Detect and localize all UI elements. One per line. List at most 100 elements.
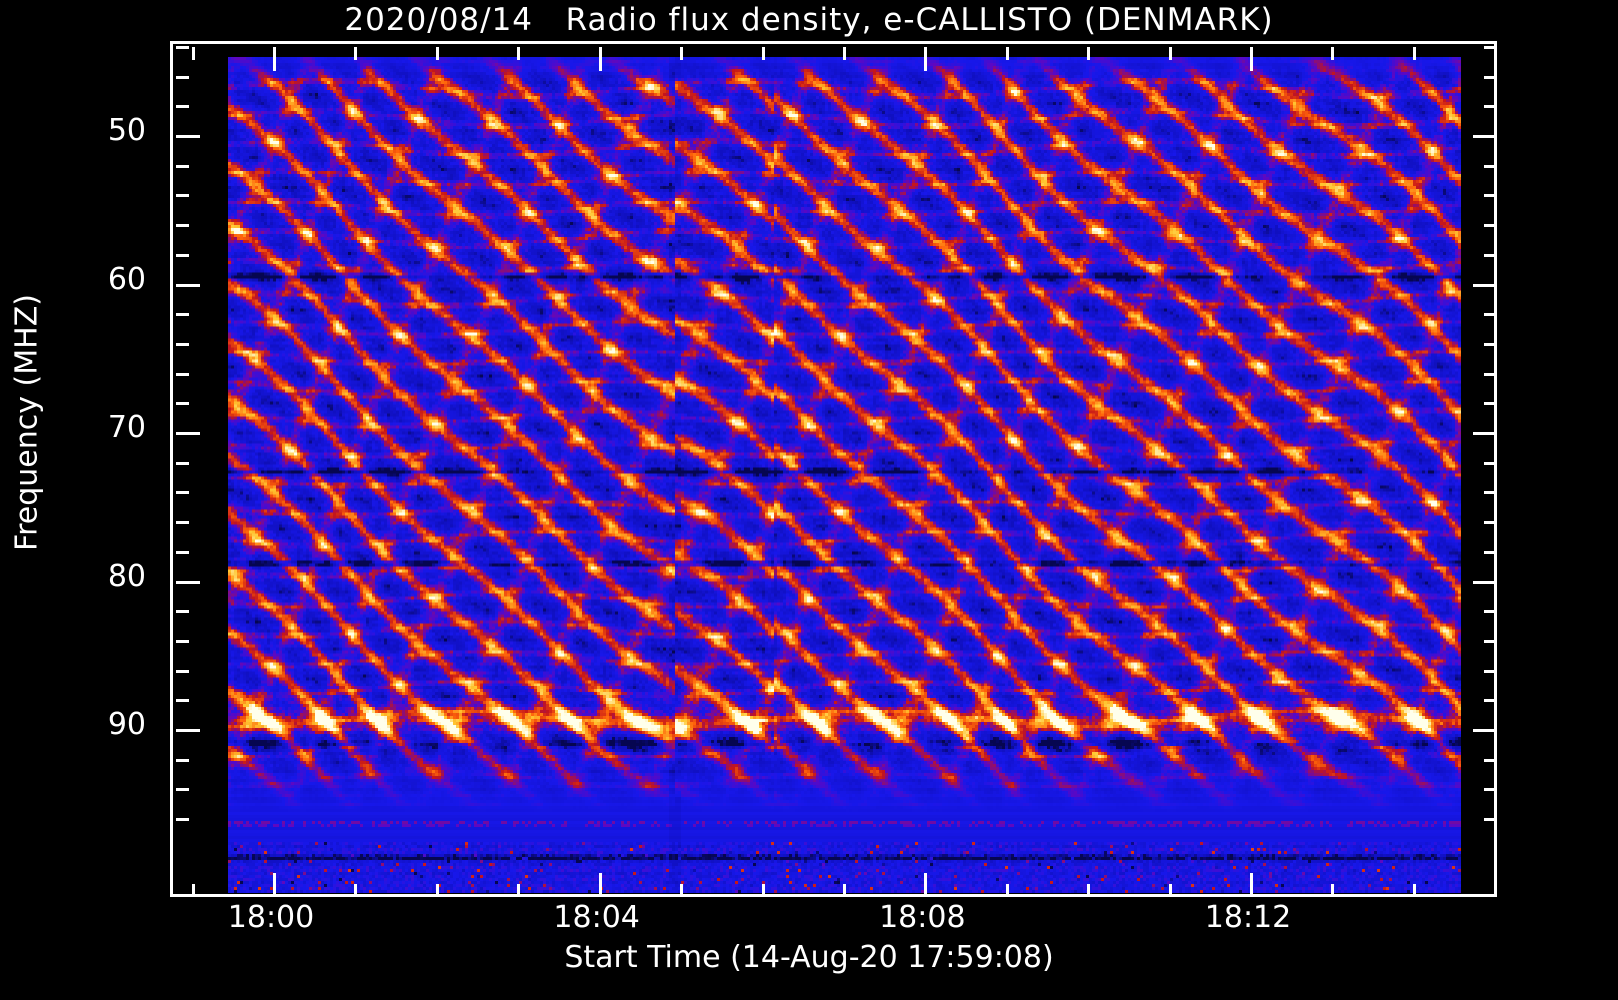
y-minor-tick-right — [1484, 759, 1494, 762]
plot-frame — [170, 41, 1497, 897]
y-minor-tick-right — [1484, 46, 1494, 49]
y-minor-tick — [176, 640, 189, 643]
y-minor-tick — [176, 105, 189, 108]
y-major-tick — [176, 581, 200, 584]
y-minor-tick-right — [1484, 254, 1494, 257]
y-major-tick-right — [1473, 729, 1494, 732]
x-minor-tick — [762, 884, 765, 894]
x-minor-tick-top — [517, 47, 520, 60]
y-minor-tick — [176, 699, 189, 702]
y-minor-tick — [176, 521, 189, 524]
y-minor-tick-right — [1484, 76, 1494, 79]
x-minor-tick — [354, 884, 357, 894]
x-minor-tick-top — [762, 47, 765, 60]
y-minor-tick-right — [1484, 462, 1494, 465]
x-minor-tick — [517, 884, 520, 894]
y-minor-tick — [176, 373, 189, 376]
x-minor-tick-top — [354, 47, 357, 60]
y-minor-tick — [176, 462, 189, 465]
y-axis-title: Frequency (MHZ) — [9, 294, 45, 551]
y-minor-tick — [176, 343, 189, 346]
y-minor-tick — [176, 818, 189, 821]
y-major-tick — [176, 284, 200, 287]
x-minor-tick-top — [192, 47, 195, 60]
x-tick-label: 18:08 — [879, 900, 966, 935]
y-major-tick-right — [1473, 581, 1494, 584]
y-minor-tick — [176, 194, 189, 197]
x-minor-tick-top — [1331, 47, 1334, 60]
y-minor-tick-right — [1484, 343, 1494, 346]
x-major-tick — [599, 873, 602, 894]
x-minor-tick — [192, 884, 195, 894]
x-axis-title: Start Time (14-Aug-20 17:59:08) — [564, 940, 1054, 975]
page-title: 2020/08/14 Radio flux density, e-CALLIST… — [344, 2, 1274, 38]
y-minor-tick-right — [1484, 699, 1494, 702]
y-tick-label: 80 — [107, 558, 146, 594]
y-tick-label: 70 — [107, 410, 146, 445]
y-minor-tick — [176, 46, 189, 49]
x-major-tick — [1250, 873, 1253, 894]
y-minor-tick-right — [1484, 224, 1494, 227]
x-minor-tick — [1331, 884, 1334, 894]
x-major-tick-top — [1250, 47, 1253, 71]
y-minor-tick-right — [1484, 551, 1494, 554]
x-major-tick-top — [273, 47, 276, 71]
y-major-tick — [176, 729, 200, 732]
x-minor-tick — [436, 884, 439, 894]
y-major-tick-right — [1473, 284, 1494, 287]
x-tick-label: 18:00 — [227, 900, 315, 935]
y-minor-tick — [176, 224, 189, 227]
x-minor-tick-top — [1006, 47, 1009, 60]
x-minor-tick — [1006, 884, 1009, 894]
x-minor-tick-top — [1087, 47, 1090, 60]
y-minor-tick-right — [1484, 105, 1494, 108]
x-minor-tick-top — [843, 47, 846, 60]
x-minor-tick-top — [680, 47, 683, 60]
y-minor-tick — [176, 254, 189, 257]
spectrogram-raster — [228, 57, 1461, 893]
y-minor-tick — [176, 551, 189, 554]
y-minor-tick — [176, 76, 189, 79]
x-minor-tick — [843, 884, 846, 894]
x-minor-tick-top — [1169, 47, 1172, 60]
y-minor-tick — [176, 165, 189, 168]
y-tick-label: 50 — [107, 113, 146, 148]
y-minor-tick — [176, 610, 189, 613]
y-major-tick-right — [1473, 135, 1494, 138]
x-tick-label: 18:04 — [553, 900, 640, 935]
x-minor-tick — [680, 884, 683, 894]
y-minor-tick-right — [1484, 402, 1494, 405]
y-minor-tick-right — [1484, 165, 1494, 168]
plot-clip — [173, 44, 1494, 894]
y-minor-tick-right — [1484, 818, 1494, 821]
x-minor-tick — [1413, 884, 1416, 894]
y-minor-tick-right — [1484, 640, 1494, 643]
x-major-tick-top — [924, 47, 927, 71]
x-minor-tick — [1169, 884, 1172, 894]
x-major-tick — [924, 873, 927, 894]
y-minor-tick-right — [1484, 610, 1494, 613]
x-major-tick-top — [599, 47, 602, 71]
y-minor-tick-right — [1484, 788, 1494, 791]
y-minor-tick — [176, 759, 189, 762]
y-minor-tick — [176, 402, 189, 405]
y-minor-tick-right — [1484, 521, 1494, 524]
y-minor-tick — [176, 491, 189, 494]
y-tick-label: 60 — [107, 261, 146, 297]
y-major-tick — [176, 432, 200, 435]
y-minor-tick-right — [1484, 491, 1494, 494]
y-tick-label: 90 — [107, 707, 146, 742]
y-minor-tick — [176, 313, 189, 316]
y-minor-tick — [176, 670, 189, 673]
y-minor-tick-right — [1484, 194, 1494, 197]
x-minor-tick-top — [1413, 47, 1416, 60]
x-minor-tick-top — [436, 47, 439, 60]
y-major-tick-right — [1473, 432, 1494, 435]
y-minor-tick — [176, 788, 189, 791]
y-minor-tick-right — [1484, 313, 1494, 316]
y-major-tick — [176, 135, 200, 138]
y-minor-tick-right — [1484, 670, 1494, 673]
x-tick-label: 18:12 — [1204, 900, 1292, 935]
y-minor-tick-right — [1484, 373, 1494, 376]
